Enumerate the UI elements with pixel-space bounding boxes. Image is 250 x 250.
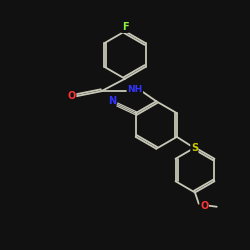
Text: N: N: [108, 96, 116, 106]
Text: O: O: [200, 201, 208, 211]
Text: S: S: [191, 143, 198, 153]
Text: NH: NH: [128, 86, 142, 94]
Text: O: O: [68, 91, 76, 101]
Text: F: F: [122, 22, 128, 32]
